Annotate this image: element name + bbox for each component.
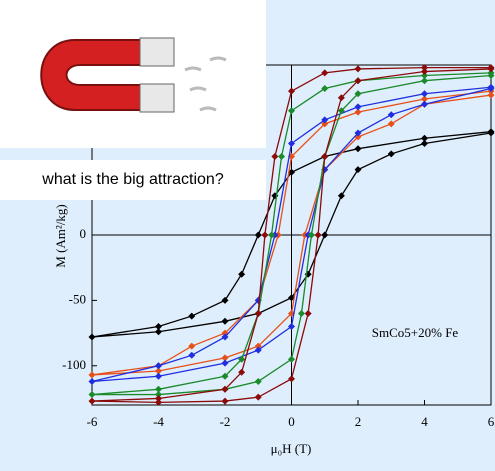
point <box>278 153 285 160</box>
y-tick-label: -100 <box>62 357 86 372</box>
point <box>238 271 245 278</box>
chart: -6-4-20246-100-500 SmCo5+20% Fe μ₀H (T) … <box>0 0 495 471</box>
point <box>271 153 278 160</box>
point <box>89 378 96 385</box>
point <box>89 391 96 398</box>
point <box>338 192 345 199</box>
point <box>89 371 96 378</box>
point <box>321 232 328 239</box>
point <box>305 310 312 317</box>
point <box>355 166 362 173</box>
annotation: SmCo5+20% Fe <box>372 325 459 340</box>
point <box>321 153 328 160</box>
point <box>188 313 195 320</box>
point <box>261 232 268 239</box>
point <box>315 232 322 239</box>
point <box>488 130 495 137</box>
point <box>321 85 328 92</box>
point <box>288 356 295 363</box>
caption: what is the big attraction? <box>41 171 224 188</box>
point <box>421 77 428 84</box>
point <box>255 394 262 401</box>
x-tick-label: 6 <box>488 414 495 429</box>
y-tick-label: 0 <box>80 226 87 241</box>
magnet-image <box>0 0 266 200</box>
point <box>421 68 428 75</box>
x-tick-label: -6 <box>87 414 98 429</box>
x-tick-label: -4 <box>153 414 164 429</box>
point <box>421 90 428 97</box>
point <box>288 88 295 95</box>
point <box>355 145 362 152</box>
page: {"chart_data": {"type": "line", "caption… <box>0 0 495 471</box>
point <box>388 111 395 118</box>
point <box>255 310 262 317</box>
point <box>255 378 262 385</box>
x-axis-label: μ₀H (T) <box>271 441 312 456</box>
x-tick-label: 4 <box>421 414 428 429</box>
x-tick-label: 2 <box>355 414 362 429</box>
point <box>288 375 295 382</box>
point <box>488 65 495 72</box>
y-tick-label: -50 <box>69 291 86 306</box>
point <box>222 360 229 367</box>
x-tick-label: -2 <box>220 414 231 429</box>
y-axis-label: M (Am²/kg) <box>53 204 68 267</box>
point <box>321 69 328 76</box>
point <box>355 103 362 110</box>
point <box>222 318 229 325</box>
point <box>222 398 229 405</box>
point <box>355 65 362 72</box>
point <box>488 92 495 99</box>
point <box>188 343 195 350</box>
point <box>421 101 428 108</box>
point <box>155 362 162 369</box>
point <box>388 150 395 157</box>
point <box>388 120 395 127</box>
point <box>155 328 162 335</box>
point <box>89 334 96 341</box>
point <box>298 310 305 317</box>
point <box>89 398 96 405</box>
point <box>155 373 162 380</box>
x-tick-label: 0 <box>288 414 295 429</box>
point <box>188 352 195 359</box>
point <box>255 232 262 239</box>
point <box>288 107 295 114</box>
point <box>421 140 428 147</box>
point <box>222 297 229 304</box>
